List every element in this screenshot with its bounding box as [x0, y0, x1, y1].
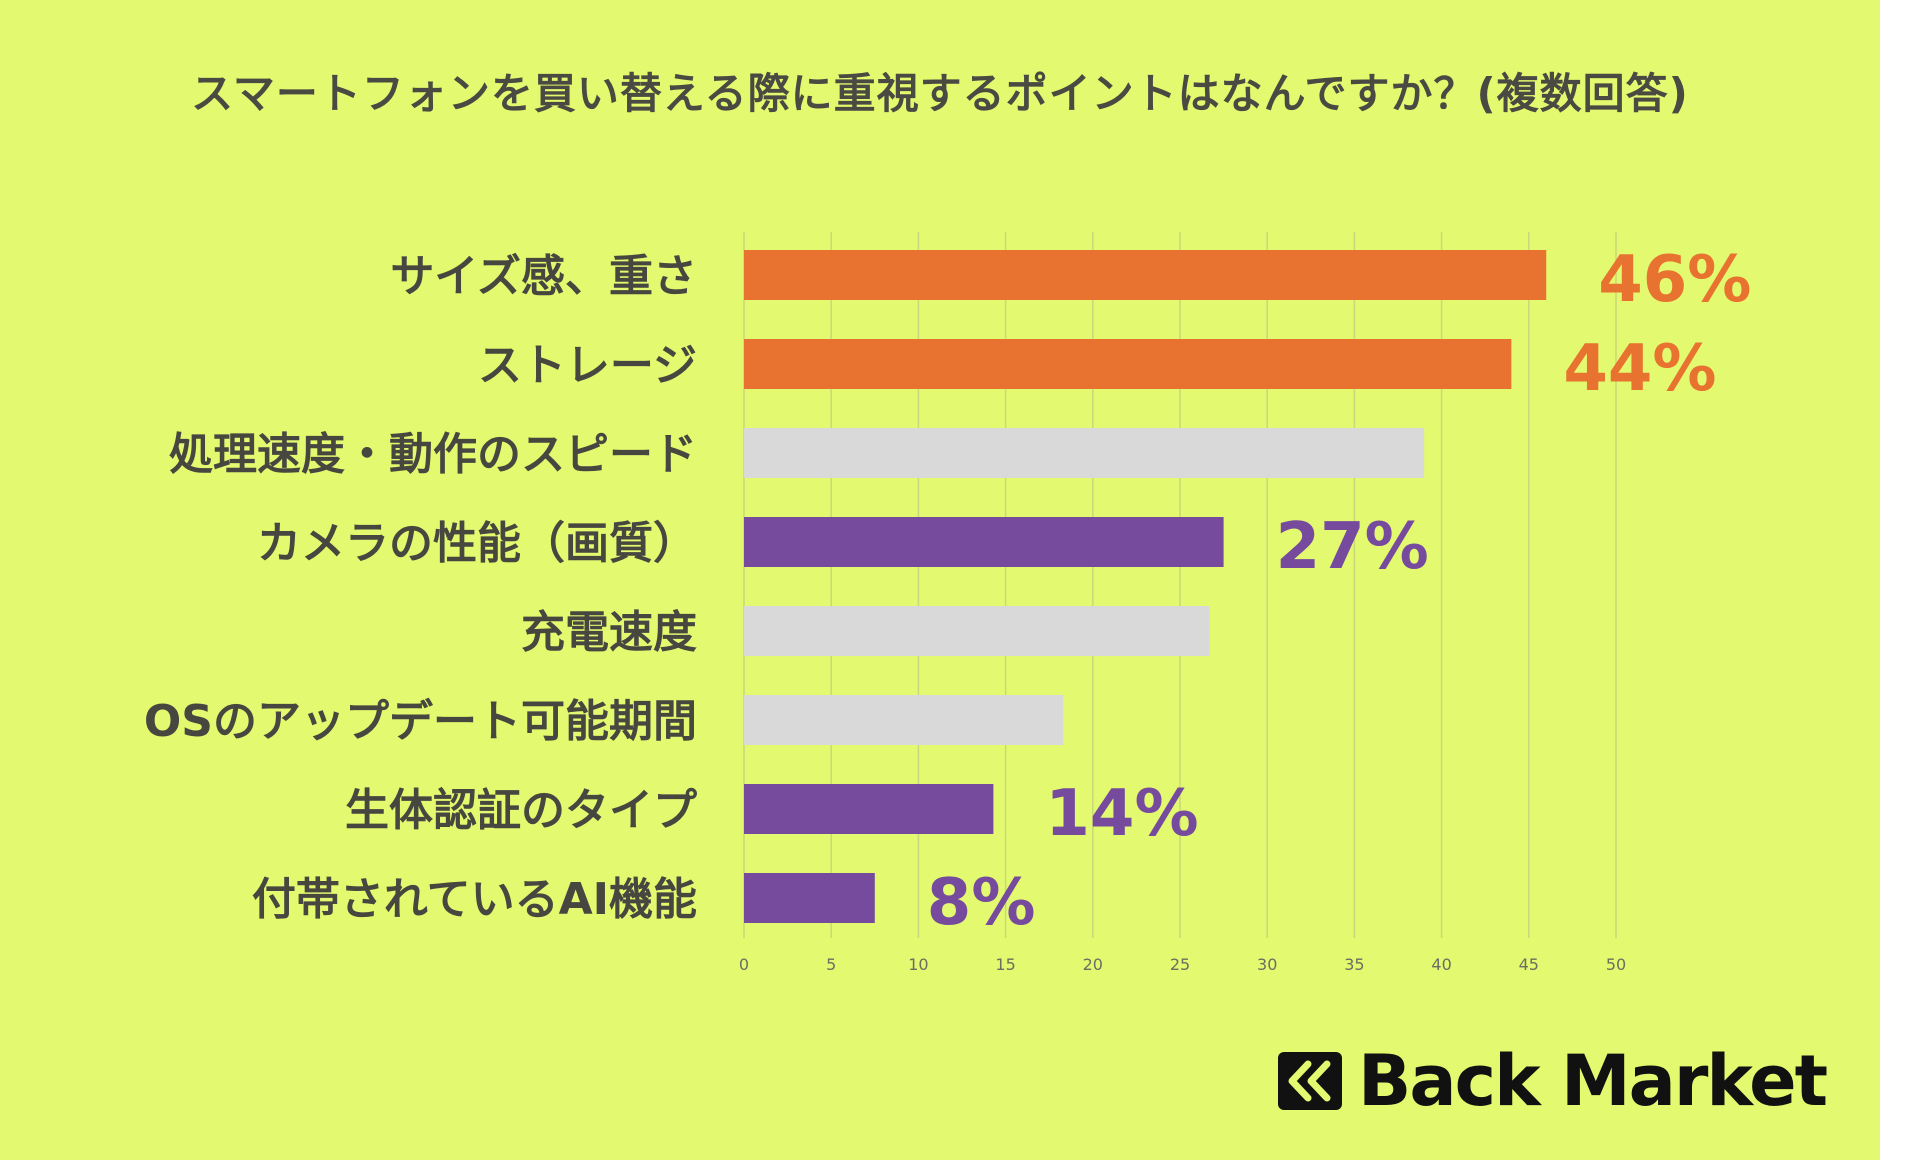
bar: [744, 250, 1547, 300]
chart-title: スマートフォンを買い替える際に重視するポイントはなんですか？(複数回答): [191, 69, 1689, 118]
back-market-logo: Back Market: [1278, 1040, 1828, 1122]
value-label: 46%: [1598, 243, 1751, 317]
bar: [744, 339, 1512, 389]
value-label: 8%: [927, 866, 1036, 940]
category-label: サイズ感、重さ: [390, 251, 697, 302]
value-label: 27%: [1276, 510, 1429, 584]
chart-panel: [0, 0, 1880, 1160]
x-tick-label: 0: [739, 955, 749, 974]
category-label: 充電速度: [521, 607, 697, 658]
category-label: 付帯されているAI機能: [252, 874, 697, 925]
bar: [744, 695, 1064, 745]
x-tick-label: 30: [1257, 955, 1277, 974]
category-label: 生体認証のタイプ: [345, 785, 697, 836]
bar: [744, 428, 1425, 478]
x-tick-label: 15: [995, 955, 1015, 974]
bar: [744, 517, 1224, 567]
value-label: 14%: [1045, 777, 1198, 851]
category-label: OSのアップデート可能期間: [144, 696, 697, 747]
category-label: ストレージ: [478, 340, 697, 391]
bar: [744, 784, 994, 834]
bars: [744, 250, 1547, 923]
value-labels: 46% 44% 27% 14%8%: [927, 243, 1752, 940]
brand-name: Back Market: [1358, 1040, 1828, 1122]
x-tick-label: 5: [826, 955, 836, 974]
x-tick-label: 45: [1519, 955, 1539, 974]
x-tick-label: 20: [1083, 955, 1103, 974]
category-label: 処理速度・動作のスピード: [169, 429, 697, 480]
bar: [744, 873, 875, 923]
x-tick-label: 10: [908, 955, 928, 974]
edge-mark: [1886, 1060, 1889, 1104]
back-market-chevrons-icon: [1278, 1052, 1342, 1110]
category-label: カメラの性能（画質）: [257, 518, 697, 569]
x-axis-ticks: 0 5 10 15 20 25 30 35 40 45 50: [739, 955, 1626, 974]
value-label: 44%: [1563, 332, 1716, 406]
x-tick-label: 25: [1170, 955, 1190, 974]
x-tick-label: 35: [1344, 955, 1364, 974]
bar: [744, 606, 1210, 656]
x-tick-label: 40: [1431, 955, 1451, 974]
x-tick-label: 50: [1606, 955, 1626, 974]
